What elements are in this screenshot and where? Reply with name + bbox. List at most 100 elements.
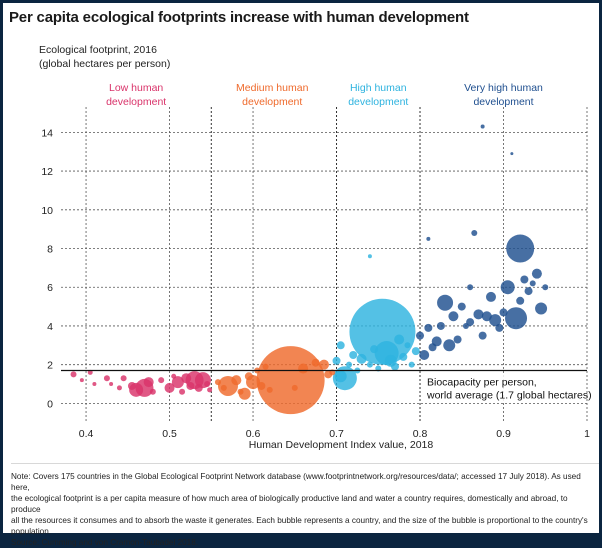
bubble — [480, 124, 485, 129]
y-tick-label: 14 — [41, 127, 53, 139]
bubble — [214, 379, 221, 386]
group-label-line2: development — [242, 96, 302, 108]
bubble — [485, 291, 496, 302]
bubble — [194, 383, 203, 392]
bubble — [467, 284, 474, 291]
bubble — [120, 375, 127, 382]
bubble — [164, 382, 175, 393]
bubble — [298, 363, 309, 374]
grid-lines — [61, 107, 588, 421]
bubble — [171, 376, 184, 389]
bubble — [370, 345, 379, 354]
bubble — [237, 388, 244, 395]
x-tick-label: 1 — [584, 428, 590, 440]
note-line-2: the ecological footprint is a per capita… — [11, 494, 568, 514]
bubble — [319, 359, 329, 370]
bubble — [256, 346, 325, 415]
bubble — [149, 388, 156, 395]
axis-ticks: 0 2 4 6 8 10 12 14 0.4 0.5 0.6 0.7 0.8 0.9 1 — [41, 127, 590, 440]
bubble — [79, 378, 84, 383]
bubble — [346, 361, 353, 368]
y-tick-label: 4 — [47, 321, 53, 333]
bubble — [408, 361, 415, 368]
bubble — [535, 302, 548, 315]
y-tick-label: 2 — [47, 360, 53, 372]
bubble — [426, 236, 431, 241]
group-label-line2: development — [473, 96, 533, 108]
bubble — [87, 369, 93, 375]
bubble — [103, 375, 110, 382]
group-labels: Low human development Medium human developm… — [106, 82, 543, 108]
bubble — [220, 384, 227, 391]
bubble — [399, 352, 408, 361]
note-source: Source: Cumming and von Cramon-Taubadel … — [11, 538, 199, 547]
bubble — [311, 358, 320, 367]
x-tick-label: 0.4 — [79, 428, 94, 440]
y-tick-label: 6 — [47, 282, 53, 294]
bubble — [416, 331, 425, 340]
bubble — [495, 323, 504, 332]
group-label-line2: development — [106, 96, 166, 108]
bubble — [179, 388, 186, 395]
bubble — [481, 311, 492, 322]
y-tick-label: 10 — [41, 205, 53, 217]
y-tick-label: 12 — [41, 166, 53, 178]
bubble — [116, 385, 122, 391]
figure-title: Per capita ecological footprints increas… — [9, 9, 469, 26]
bubble — [349, 298, 416, 365]
bubble — [366, 361, 373, 368]
biocapacity-label-line1: Biocapacity per person, — [427, 376, 537, 388]
bubble — [531, 268, 542, 279]
bubble — [542, 284, 549, 291]
scatter-chart: Ecological footprint, 2016 (global hecta… — [39, 44, 592, 451]
bubble — [411, 347, 420, 356]
y-tick-label: 0 — [47, 398, 53, 410]
group-label-line2: development — [348, 96, 408, 108]
bubble — [262, 363, 269, 370]
bubble — [448, 311, 459, 322]
bubble — [336, 341, 345, 350]
y-axis-label-line1: Ecological footprint, 2016 — [39, 44, 157, 56]
bubble — [457, 302, 466, 311]
biocapacity-label-bg — [423, 373, 585, 403]
bubble — [207, 387, 213, 393]
x-tick-label: 0.7 — [329, 428, 344, 440]
x-tick-label: 0.8 — [413, 428, 428, 440]
bubble — [478, 331, 487, 340]
group-label-line1: Very high human — [464, 82, 543, 94]
bubble — [499, 308, 508, 317]
note-line-3: all the resources it consumes and to abs… — [11, 516, 588, 525]
bubble — [510, 152, 514, 156]
biocapacity-label-line2: world average (1.7 global hectares) — [426, 389, 592, 401]
bubble — [186, 381, 195, 390]
bubble — [291, 384, 298, 391]
bubble — [437, 294, 454, 311]
group-label-line1: Medium human — [236, 82, 309, 94]
bubble — [349, 350, 358, 359]
bubble — [453, 335, 462, 344]
bubble — [489, 314, 502, 327]
x-tick-label: 0.9 — [496, 428, 511, 440]
y-tick-label: 8 — [47, 244, 53, 256]
bubble — [143, 377, 154, 388]
figure-notes: Note: Covers 175 countries in the Global… — [11, 463, 599, 548]
x-axis-label: Human Development Index value, 2018 — [249, 439, 434, 451]
bubble — [332, 356, 341, 365]
bubble — [529, 280, 536, 287]
bubble — [266, 386, 273, 393]
bubble — [404, 342, 411, 349]
bubble — [367, 254, 372, 259]
x-tick-label: 0.6 — [246, 428, 261, 440]
bubble — [500, 280, 515, 295]
bubble — [524, 287, 533, 296]
bubble — [356, 353, 367, 364]
bubble — [231, 375, 242, 386]
x-tick-label: 0.5 — [162, 428, 177, 440]
bubble — [92, 382, 97, 387]
bubble — [428, 343, 437, 352]
bubble — [394, 334, 405, 345]
bubble — [158, 377, 165, 384]
figure-frame: Per capita ecological footprints increas… — [3, 3, 599, 547]
bubble — [390, 362, 399, 371]
bubble — [424, 323, 433, 332]
